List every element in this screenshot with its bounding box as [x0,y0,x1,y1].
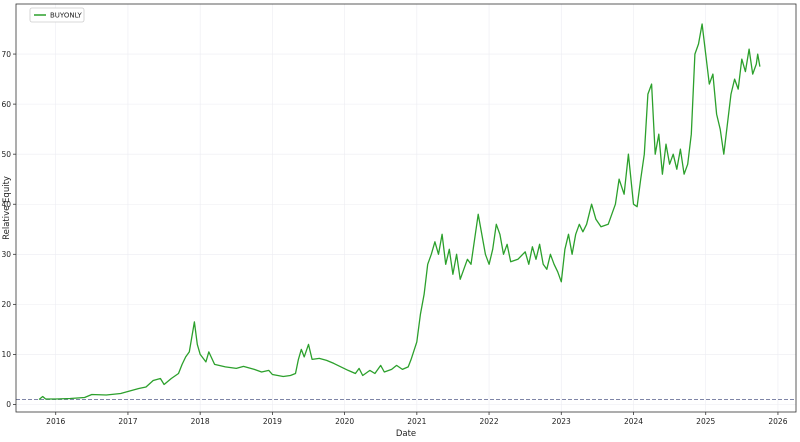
y-tick-label: 30 [1,250,11,259]
legend: BUYONLY [29,7,85,23]
y-tick-label: 60 [1,100,11,109]
x-tick-label: 2018 [191,417,210,426]
y-tick-label: 70 [1,50,11,59]
series-line-buyonly [38,23,761,400]
grid [16,4,796,412]
y-axis-label: Relative Equity [2,176,12,240]
x-tick-label: 2025 [696,417,715,426]
y-tick-label: 40 [1,200,11,209]
plot-frame [15,3,797,413]
x-tick-label: 2017 [118,417,137,426]
legend-box [29,7,85,23]
y-tick-label: 10 [1,350,11,359]
x-axis: 2016 2017 2018 2019 2020 2021 2022 2023 2024 2025… [46,412,788,426]
x-tick-label: 2024 [624,417,643,426]
x-tick-label: 2021 [407,417,426,426]
y-axis: 0 10 20 30 40 50 60 70 [1,50,16,409]
y-tick-label: 20 [1,300,11,309]
y-tick-label: 50 [1,150,11,159]
x-axis-label: Date [396,429,416,439]
x-tick-label: 2026 [768,417,787,426]
x-tick-label: 2020 [335,417,354,426]
x-tick-label: 2016 [46,417,65,426]
legend-label: BUYONLY [50,12,83,20]
x-tick-label: 2019 [263,417,282,426]
x-tick-label: 2022 [480,417,499,426]
y-tick-label: 0 [6,400,11,409]
x-tick-label: 2023 [552,417,571,426]
